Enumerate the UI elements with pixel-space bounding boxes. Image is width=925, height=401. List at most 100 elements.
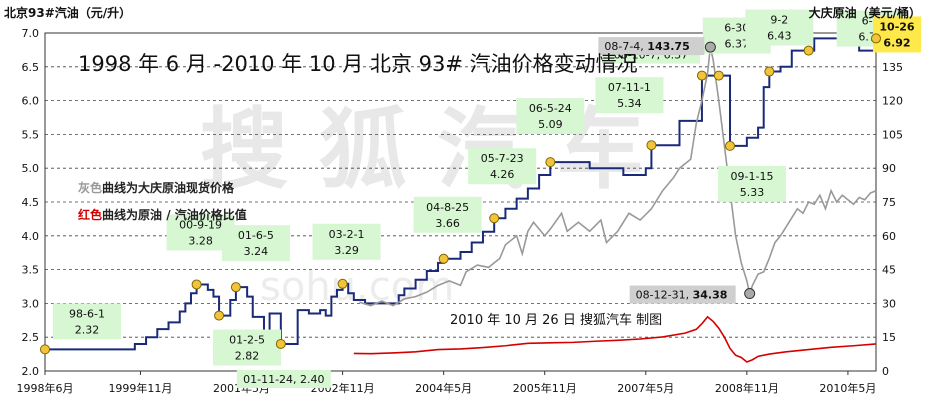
annotation-date: 10-26 <box>879 20 915 33</box>
annotation-box <box>221 225 290 262</box>
annotation-box <box>236 369 331 388</box>
annotation-value: 5.33 <box>740 186 765 199</box>
y-left-tick-label: 4.5 <box>22 196 40 209</box>
annotation-date: 05-7-23 <box>481 152 524 165</box>
annotation-date: 00-9-19 <box>179 218 222 231</box>
annotation-value: 6.92 <box>883 36 910 49</box>
annotation-marker <box>214 310 225 321</box>
y-right-tick-label: 105 <box>882 128 903 141</box>
annotation-date: 01-6-5 <box>238 229 274 242</box>
annotation-marker <box>713 70 724 81</box>
annotation-text: 01-11-24, 2.40 <box>243 373 324 386</box>
annotation-box <box>312 223 381 260</box>
annotation-box <box>468 148 537 185</box>
oil-annotation-text: 08-7-4, 143.75 <box>604 40 689 53</box>
y-left-tick-label: 6.0 <box>22 95 40 108</box>
annotation-marker <box>489 213 500 224</box>
annotation-box <box>718 165 787 202</box>
y-right-tick-label: 90 <box>882 162 896 175</box>
x-tick-label: 2007年5月 <box>617 381 674 395</box>
right-axis-label: 大庆原油（美元/桶） <box>809 5 921 20</box>
y-left-tick-label: 2.0 <box>22 365 40 378</box>
annotation-marker <box>646 140 657 151</box>
x-tick-label: 2004年5月 <box>415 381 472 395</box>
series-line-1 <box>359 46 877 307</box>
annotation-date: 04-8-25 <box>426 201 469 214</box>
annotation-marker <box>191 279 202 290</box>
annotation-value: 3.66 <box>435 217 460 230</box>
annotation-marker <box>40 344 50 355</box>
legend-red-text: 曲线为原油 / 汽油价格比值 <box>102 207 247 222</box>
annotation-date: 01-2-5 <box>229 334 265 347</box>
annotation-marker <box>696 70 707 81</box>
y-right-tick-label: 30 <box>882 297 896 310</box>
annotation-box <box>213 329 282 366</box>
oil-annotation-date: 08-7-4, <box>604 40 647 53</box>
annotation-box <box>53 303 121 340</box>
annotation-box <box>595 77 664 114</box>
y-left-tick-label: 2.5 <box>22 331 40 344</box>
annotation-marker <box>275 338 286 349</box>
y-right-tick-label: 15 <box>882 331 896 344</box>
y-right-tick-label: 60 <box>882 230 896 243</box>
annotation-value: 5.34 <box>617 97 642 110</box>
annotation-value: 3.24 <box>244 245 269 258</box>
y-left-tick-label: 3.5 <box>22 264 40 277</box>
x-tick-label: 1999年11月 <box>108 381 172 395</box>
oil-annotation-value: 34.38 <box>693 289 728 302</box>
oil-annotation-marker <box>744 288 756 300</box>
annotation-marker <box>764 66 775 77</box>
y-left-tick-label: 7.0 <box>22 27 40 40</box>
legend-red-prefix: 红色 <box>78 207 102 222</box>
annotation-date: 9-2 <box>770 14 788 27</box>
annotation-box <box>873 16 921 53</box>
x-tick-label: 2008年11月 <box>715 381 779 395</box>
y-left-tick-label: 5.5 <box>22 128 40 141</box>
y-right-tick-label: 45 <box>882 264 896 277</box>
oil-annotation-value: 143.75 <box>647 40 689 53</box>
y-right-tick-label: 120 <box>882 95 903 108</box>
legend-item-gray: 灰色曲线为大庆原油现货价格 <box>78 180 235 195</box>
annotation-marker <box>230 282 241 293</box>
series-line-0 <box>45 37 877 351</box>
annotation-marker <box>545 157 556 168</box>
oil-annotation-box <box>629 285 736 304</box>
annotation-value: 6.37 <box>725 38 750 51</box>
oil-annotation-text: 08-12-31, 34.38 <box>636 289 728 302</box>
y-left-tick-label: 4.0 <box>22 230 40 243</box>
legend-gray-prefix: 灰色 <box>78 180 102 195</box>
y-left-tick-label: 3.0 <box>22 297 40 310</box>
watermark-url: sohu.com <box>260 264 454 310</box>
y-right-tick-label: 0 <box>882 365 889 378</box>
x-tick-label: 1998年6月 <box>17 381 74 395</box>
plot-frame <box>44 32 877 372</box>
series-line-2 <box>353 315 877 363</box>
annotation-date: 98-6-1 <box>69 307 105 320</box>
oil-annotation-marker <box>704 41 716 53</box>
chart-credit: 2010 年 10 月 26 日 搜狐汽车 制图 <box>450 312 662 328</box>
annotation-value: 2.82 <box>235 350 260 363</box>
annotation-value: 3.29 <box>334 244 359 257</box>
left-axis-label: 北京93#汽油（元/升） <box>4 5 131 20</box>
annotation-date: 07-11-1 <box>608 81 651 94</box>
legend-gray-text: 曲线为大庆原油现货价格 <box>102 180 235 195</box>
annotation-value: 5.09 <box>538 118 563 131</box>
x-tick-label: 2010年5月 <box>819 381 876 395</box>
annotation-value: 3.28 <box>188 234 213 247</box>
annotation-marker <box>803 45 814 56</box>
y-left-tick-label: 5.0 <box>22 162 40 175</box>
annotation-date: 03-2-1 <box>329 228 365 241</box>
annotation-box <box>516 98 585 135</box>
annotation-date: 06-5-24 <box>529 102 572 115</box>
legend-item-red: 红色曲线为原油 / 汽油价格比值 <box>78 207 247 222</box>
annotation-box <box>413 196 482 233</box>
annotation-marker <box>725 140 736 151</box>
chart-title: 1998 年 6 月 -2010 年 10 月 北京 93# 汽油价格变动情况 <box>78 52 638 76</box>
grid <box>45 66 876 338</box>
series-group <box>45 37 877 363</box>
annotation-date: 09-1-15 <box>731 170 774 183</box>
x-tick-label: 2005年11月 <box>513 381 577 395</box>
annotation-marker <box>337 278 348 289</box>
y-right-tick-label: 75 <box>882 196 896 209</box>
